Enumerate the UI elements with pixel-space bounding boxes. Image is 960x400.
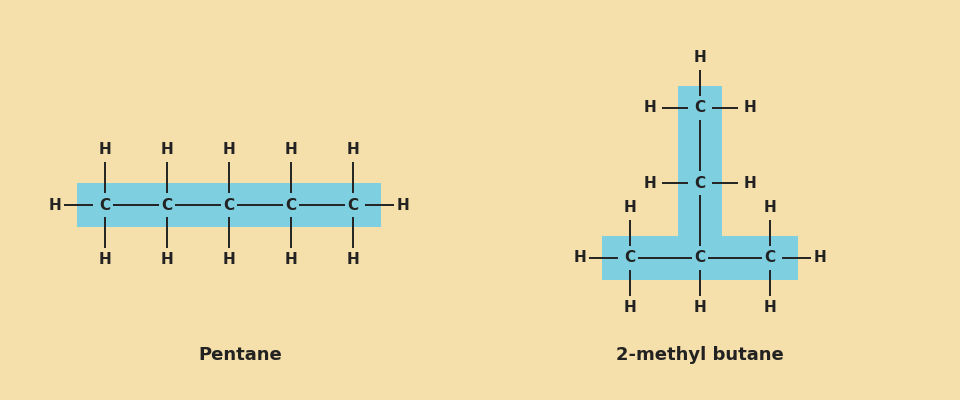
Text: C: C [100,198,110,212]
Text: H: H [763,300,777,316]
Text: Pentane: Pentane [198,346,282,364]
Text: C: C [694,250,706,266]
Text: H: H [49,198,61,212]
Text: H: H [763,200,777,216]
Text: H: H [694,50,707,66]
Text: H: H [624,300,636,316]
Text: H: H [160,142,174,158]
Text: H: H [814,250,827,266]
Text: C: C [624,250,636,266]
Text: C: C [224,198,234,212]
Text: H: H [643,100,657,116]
Text: H: H [99,142,111,158]
Text: H: H [744,176,756,190]
Text: C: C [694,176,706,190]
Text: H: H [744,100,756,116]
Text: H: H [347,142,359,158]
Bar [678,86,722,280]
Text: 2-methyl butane: 2-methyl butane [616,346,784,364]
Text: H: H [624,200,636,216]
Text: C: C [694,100,706,116]
Bar [602,236,798,280]
Text: H: H [284,142,298,158]
Text: C: C [161,198,173,212]
Text: H: H [347,252,359,268]
Text: H: H [223,252,235,268]
Text: C: C [348,198,359,212]
Text: C: C [285,198,297,212]
Text: H: H [694,300,707,316]
Text: H: H [223,142,235,158]
Bar [77,183,381,227]
Text: H: H [643,176,657,190]
Text: H: H [160,252,174,268]
Text: H: H [396,198,409,212]
Text: H: H [574,250,587,266]
Text: H: H [99,252,111,268]
Text: C: C [764,250,776,266]
Text: H: H [284,252,298,268]
